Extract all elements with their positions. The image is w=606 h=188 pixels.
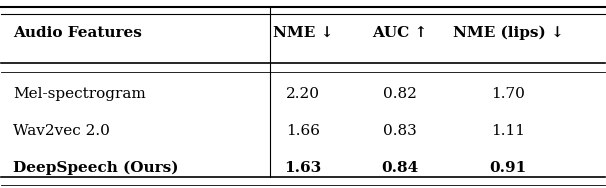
Text: 1.11: 1.11 bbox=[491, 124, 525, 138]
Text: NME ↓: NME ↓ bbox=[273, 26, 333, 40]
Text: Wav2vec 2.0: Wav2vec 2.0 bbox=[13, 124, 110, 138]
Text: 0.83: 0.83 bbox=[382, 124, 416, 138]
Text: 1.63: 1.63 bbox=[284, 161, 322, 175]
Text: 0.91: 0.91 bbox=[490, 161, 527, 175]
Text: AUC ↑: AUC ↑ bbox=[372, 26, 427, 40]
Text: 1.70: 1.70 bbox=[491, 87, 525, 101]
Text: Mel-spectrogram: Mel-spectrogram bbox=[13, 87, 146, 101]
Text: 0.82: 0.82 bbox=[382, 87, 416, 101]
Text: 0.84: 0.84 bbox=[381, 161, 418, 175]
Text: 2.20: 2.20 bbox=[286, 87, 320, 101]
Text: 1.66: 1.66 bbox=[286, 124, 320, 138]
Text: DeepSpeech (Ours): DeepSpeech (Ours) bbox=[13, 161, 179, 175]
Text: Audio Features: Audio Features bbox=[13, 26, 142, 40]
Text: NME (lips) ↓: NME (lips) ↓ bbox=[453, 26, 564, 40]
